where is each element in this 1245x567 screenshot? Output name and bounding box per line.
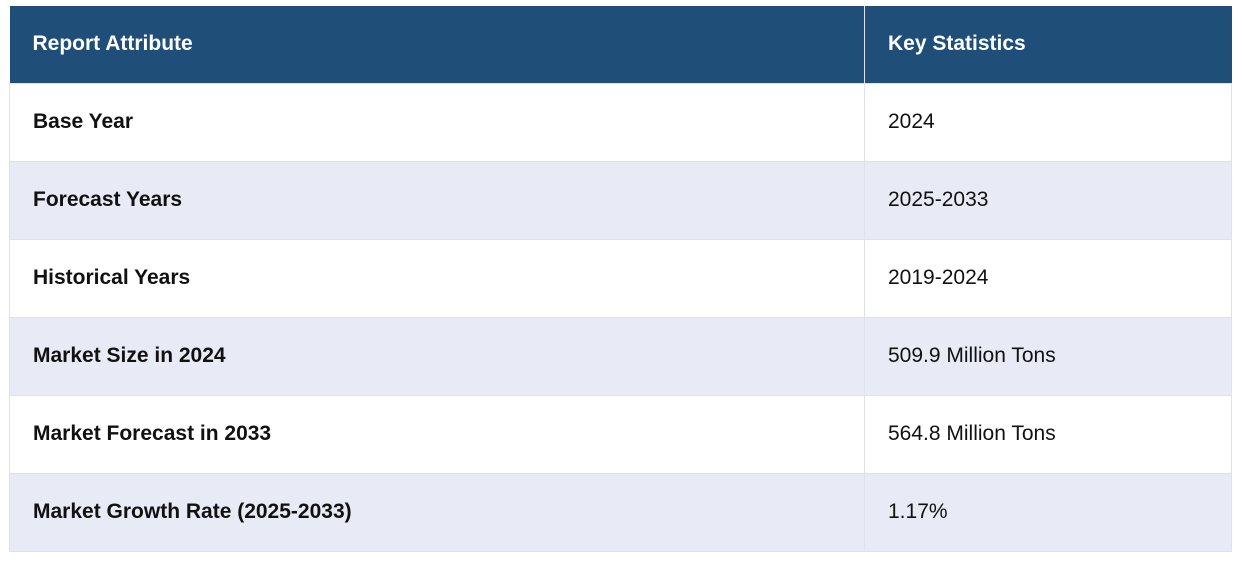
table-header: Report Attribute Key Statistics [9,6,1232,83]
table-body: Base Year 2024 Forecast Years 2025-2033 … [9,82,1232,552]
table-row: Base Year 2024 [9,82,1232,162]
row-value: 2025-2033 [864,160,1232,240]
row-attribute: Historical Years [9,238,865,318]
row-value: 2024 [864,82,1232,162]
row-attribute: Market Growth Rate (2025-2033) [9,472,865,552]
row-attribute: Market Size in 2024 [9,316,865,396]
table-row: Market Growth Rate (2025-2033) 1.17% [9,472,1232,552]
row-value: 509.9 Million Tons [864,316,1232,396]
report-statistics-table: Report Attribute Key Statistics Base Yea… [9,6,1232,552]
row-attribute: Market Forecast in 2033 [9,394,865,474]
table-row: Historical Years 2019-2024 [9,238,1232,318]
table-row: Market Size in 2024 509.9 Million Tons [9,316,1232,396]
header-report-attribute: Report Attribute [9,6,865,83]
row-value: 1.17% [864,472,1232,552]
row-attribute: Base Year [9,82,865,162]
header-row: Report Attribute Key Statistics [9,6,1232,83]
header-key-statistics: Key Statistics [864,6,1232,83]
row-attribute: Forecast Years [9,160,865,240]
row-value: 2019-2024 [864,238,1232,318]
row-value: 564.8 Million Tons [864,394,1232,474]
table-row: Forecast Years 2025-2033 [9,160,1232,240]
table-row: Market Forecast in 2033 564.8 Million To… [9,394,1232,474]
